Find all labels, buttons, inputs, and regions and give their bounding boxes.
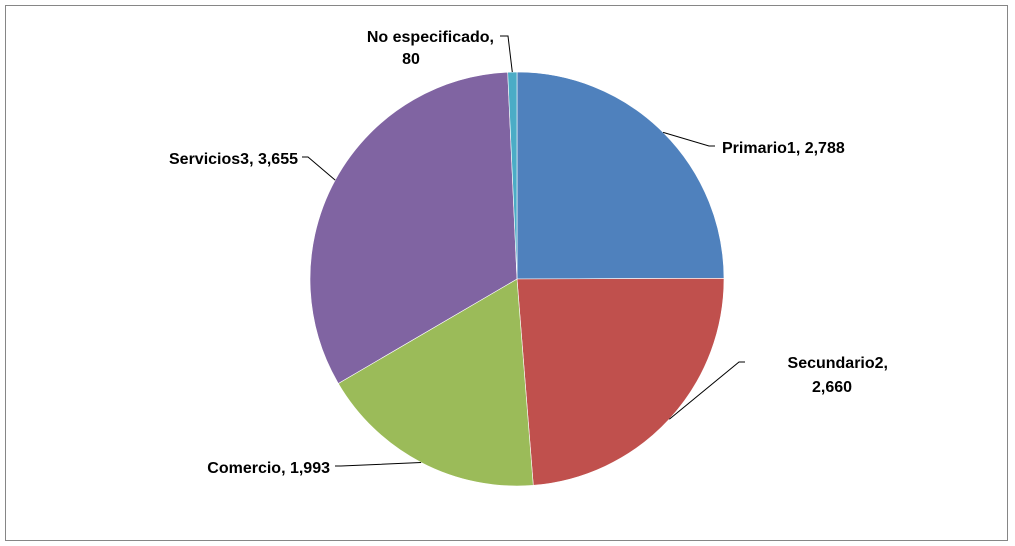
label-no-especificado-value: 80 [402, 51, 420, 68]
leader-line-servicios3 [302, 156, 336, 181]
pie-slices [309, 71, 725, 487]
label-no-especificado-sep: , [490, 29, 494, 46]
pie-slice-secundario2 [516, 277, 725, 486]
label-comercio: Comercio, 1,993 [207, 460, 330, 477]
leader-line-secundario2 [668, 361, 745, 420]
label-comercio-value: 1,993 [290, 460, 330, 477]
label-servicios3-value: 3,655 [258, 151, 298, 168]
label-comercio-name: Comercio [207, 460, 281, 477]
label-secundario2-value: 2,660 [812, 379, 852, 396]
label-secundario2-sep: , [884, 355, 888, 372]
label-primario1-sep: , [796, 140, 805, 157]
leader-lines [302, 35, 745, 467]
label-secundario2-name: Secundario2 [788, 355, 884, 372]
label-primario1: Primario1, 2,788 [722, 140, 845, 157]
label-no-especificado: No especificado, [367, 29, 494, 46]
label-no-especificado-name: No especificado [367, 29, 490, 46]
leader-line-primario1 [662, 131, 715, 147]
leader-line-no-especificado [500, 35, 513, 73]
label-comercio-sep: , [281, 460, 290, 477]
label-servicios3: Servicios3, 3,655 [169, 151, 298, 168]
label-servicios3-sep: , [249, 151, 258, 168]
leader-line-comercio [335, 462, 422, 467]
label-primario1-value: 2,788 [805, 140, 845, 157]
label-secundario2: Secundario2, [788, 355, 888, 372]
pie-slice-comercio [337, 278, 534, 487]
pie-slice-primario1 [516, 71, 725, 280]
label-servicios3-name: Servicios3 [169, 151, 249, 168]
label-primario1-name: Primario1 [722, 140, 796, 157]
